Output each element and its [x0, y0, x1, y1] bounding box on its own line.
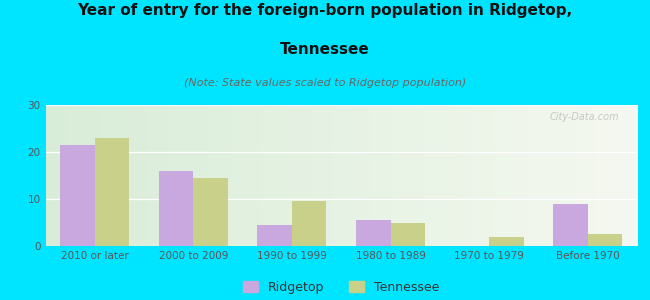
- Text: Tennessee: Tennessee: [280, 42, 370, 57]
- Bar: [588, 234, 622, 246]
- Text: Year of entry for the foreign-born population in Ridgetop,: Year of entry for the foreign-born popul…: [77, 3, 573, 18]
- Text: City-Data.com: City-Data.com: [550, 112, 619, 122]
- Bar: [257, 225, 292, 246]
- Bar: [95, 138, 129, 246]
- Bar: [292, 201, 326, 246]
- Legend: Ridgetop, Tennessee: Ridgetop, Tennessee: [238, 276, 445, 299]
- Bar: [60, 145, 95, 246]
- Bar: [553, 204, 588, 246]
- Bar: [489, 237, 524, 246]
- Bar: [194, 178, 228, 246]
- Text: (Note: State values scaled to Ridgetop population): (Note: State values scaled to Ridgetop p…: [184, 78, 466, 88]
- Bar: [356, 220, 391, 246]
- Bar: [391, 223, 425, 246]
- Bar: [159, 171, 194, 246]
